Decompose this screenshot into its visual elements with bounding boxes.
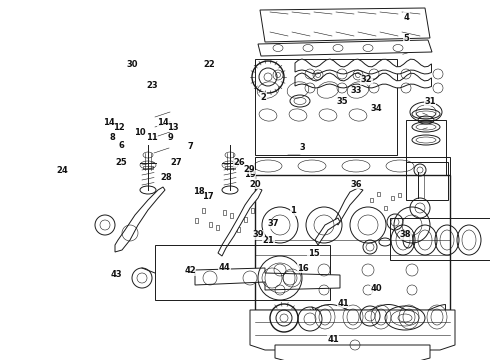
Text: 34: 34 — [370, 104, 382, 113]
Bar — [384, 206, 387, 210]
Bar — [370, 198, 373, 202]
Bar — [377, 192, 380, 195]
Bar — [155, 245, 330, 300]
Polygon shape — [218, 188, 262, 256]
Text: 33: 33 — [351, 86, 363, 95]
Bar — [202, 208, 205, 213]
Text: 22: 22 — [204, 60, 216, 69]
Text: 24: 24 — [57, 166, 69, 175]
Polygon shape — [315, 218, 340, 245]
Text: 42: 42 — [184, 266, 196, 275]
Bar — [216, 225, 219, 230]
Text: 30: 30 — [126, 60, 138, 69]
Polygon shape — [250, 310, 455, 350]
Bar — [237, 227, 240, 232]
Text: 32: 32 — [361, 76, 372, 85]
Text: 36: 36 — [351, 180, 363, 189]
Text: 19: 19 — [244, 170, 256, 179]
Polygon shape — [295, 59, 432, 74]
Text: 7: 7 — [187, 143, 193, 152]
Text: 14: 14 — [157, 118, 169, 127]
Text: 2: 2 — [261, 93, 267, 102]
Bar — [255, 59, 397, 155]
Text: 1: 1 — [290, 206, 296, 215]
Polygon shape — [255, 175, 450, 310]
Bar — [225, 166, 235, 169]
Text: 5: 5 — [404, 34, 410, 43]
Text: 9: 9 — [168, 134, 173, 143]
Text: 43: 43 — [111, 270, 122, 279]
Text: 25: 25 — [116, 158, 127, 167]
Bar — [244, 217, 247, 222]
Text: 29: 29 — [243, 165, 255, 174]
Text: 35: 35 — [336, 97, 348, 106]
Bar — [209, 222, 212, 227]
Text: 26: 26 — [233, 158, 245, 167]
Bar — [223, 210, 226, 215]
Text: 3: 3 — [300, 143, 306, 152]
Text: 41: 41 — [327, 335, 339, 343]
Text: 21: 21 — [263, 236, 274, 245]
Bar — [390, 218, 490, 260]
Text: 37: 37 — [268, 220, 279, 229]
Text: 10: 10 — [134, 128, 146, 137]
Text: 41: 41 — [337, 299, 349, 307]
Text: 20: 20 — [249, 180, 261, 189]
Bar — [406, 120, 446, 175]
Text: 39: 39 — [253, 230, 265, 239]
Text: 27: 27 — [171, 158, 182, 167]
Text: 31: 31 — [424, 97, 436, 106]
Text: 4: 4 — [404, 13, 410, 22]
Bar — [195, 217, 198, 222]
Text: 8: 8 — [110, 134, 116, 143]
Polygon shape — [335, 188, 363, 225]
Bar — [406, 162, 448, 200]
Text: 44: 44 — [219, 263, 230, 272]
Bar — [391, 195, 394, 199]
Polygon shape — [295, 73, 432, 88]
Polygon shape — [195, 268, 340, 290]
Text: 14: 14 — [103, 118, 115, 127]
Polygon shape — [275, 345, 430, 360]
Text: 40: 40 — [370, 284, 382, 293]
Text: 6: 6 — [119, 141, 124, 150]
Bar — [143, 166, 153, 169]
Bar — [398, 193, 401, 197]
Text: 23: 23 — [146, 81, 158, 90]
Text: 11: 11 — [146, 134, 158, 143]
Bar — [255, 157, 450, 175]
Text: 17: 17 — [202, 192, 214, 201]
Text: 18: 18 — [193, 187, 205, 196]
Text: 13: 13 — [167, 122, 179, 132]
Text: 16: 16 — [297, 264, 309, 273]
Text: 38: 38 — [400, 230, 412, 239]
Text: 12: 12 — [113, 122, 125, 132]
Polygon shape — [260, 8, 430, 42]
Polygon shape — [115, 187, 165, 252]
Polygon shape — [258, 40, 432, 56]
Text: 28: 28 — [161, 173, 172, 182]
Bar — [251, 208, 254, 213]
Bar — [230, 213, 233, 219]
Text: 15: 15 — [308, 249, 319, 258]
